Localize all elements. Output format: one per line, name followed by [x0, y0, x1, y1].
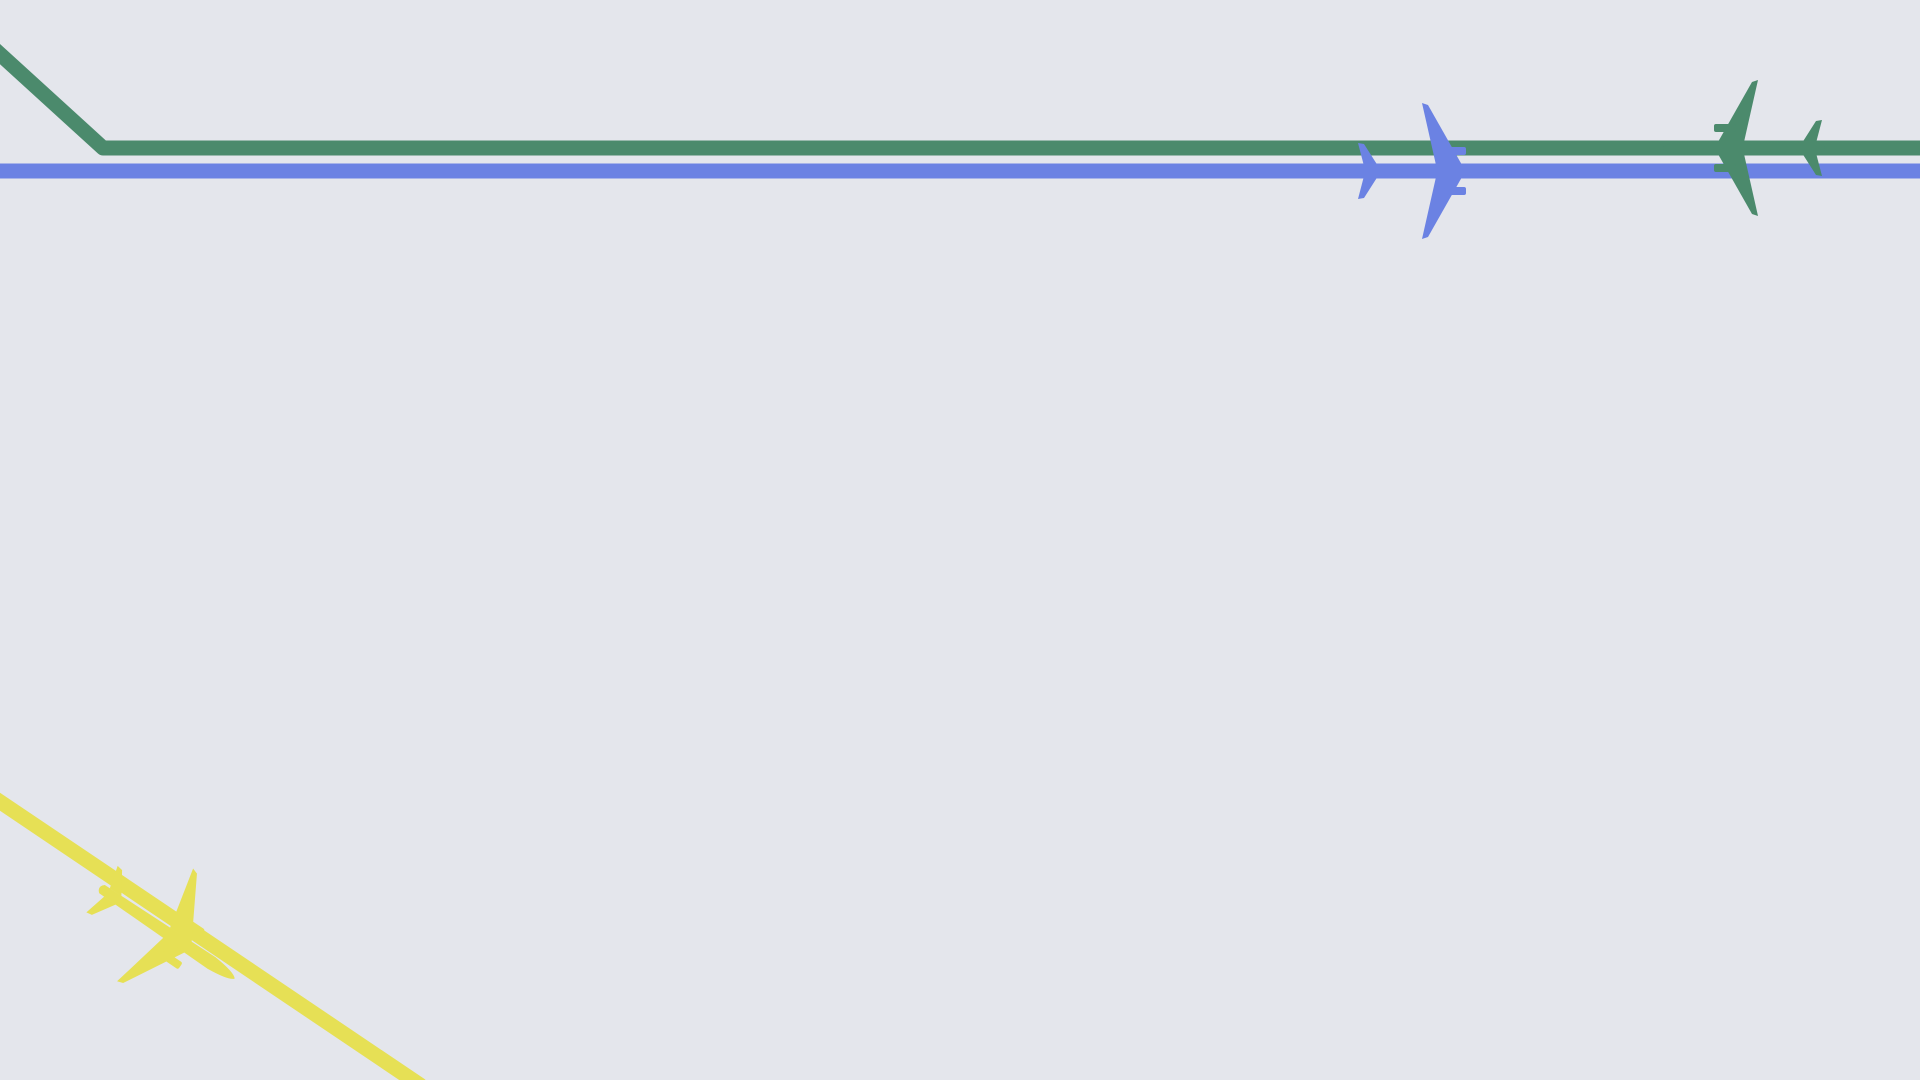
- airplane-icon-blue[interactable]: [1355, 103, 1518, 239]
- airplane-icon-green[interactable]: [1662, 80, 1825, 216]
- flight-path-yellow: [0, 792, 426, 1080]
- flight-path-green: [0, 43, 1920, 156]
